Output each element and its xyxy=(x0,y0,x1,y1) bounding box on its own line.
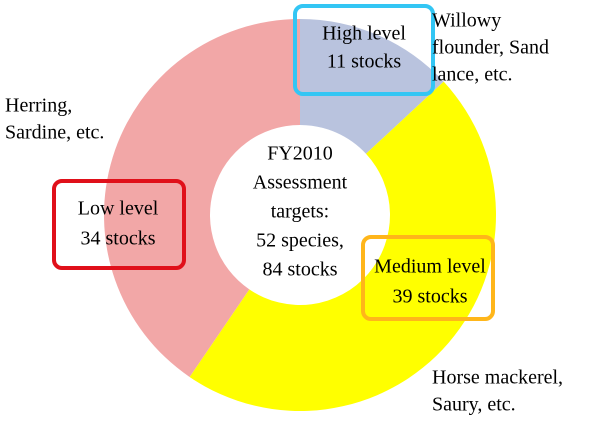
center-text: Assessment xyxy=(253,172,348,194)
label-box xyxy=(52,179,186,270)
slice-value-label: 39 stocks xyxy=(393,286,468,308)
slice xyxy=(189,81,496,411)
annotation: Sardine, etc. xyxy=(5,122,104,144)
slice xyxy=(103,19,301,377)
slice-label: High level xyxy=(322,23,406,45)
slice-label: Medium level xyxy=(374,256,486,278)
annotation: Willowy xyxy=(432,10,501,32)
center-text: FY2010 xyxy=(267,143,333,165)
center-text: 52 species, xyxy=(256,230,344,252)
annotation: Saury, etc. xyxy=(432,394,516,416)
label-box xyxy=(361,235,495,321)
slice xyxy=(300,19,444,154)
slice-value-label: 11 stocks xyxy=(327,51,401,73)
slice-value-label: 34 stocks xyxy=(81,228,156,250)
annotation: Herring, xyxy=(5,95,72,117)
center-text: targets: xyxy=(271,201,330,223)
label-box xyxy=(293,4,435,96)
annotation: flounder, Sand xyxy=(432,37,549,59)
annotation: Horse mackerel, xyxy=(432,367,563,389)
slice-label: Low level xyxy=(78,198,159,220)
annotation: lance, etc. xyxy=(432,64,513,86)
center-text: 84 stocks xyxy=(263,259,338,281)
